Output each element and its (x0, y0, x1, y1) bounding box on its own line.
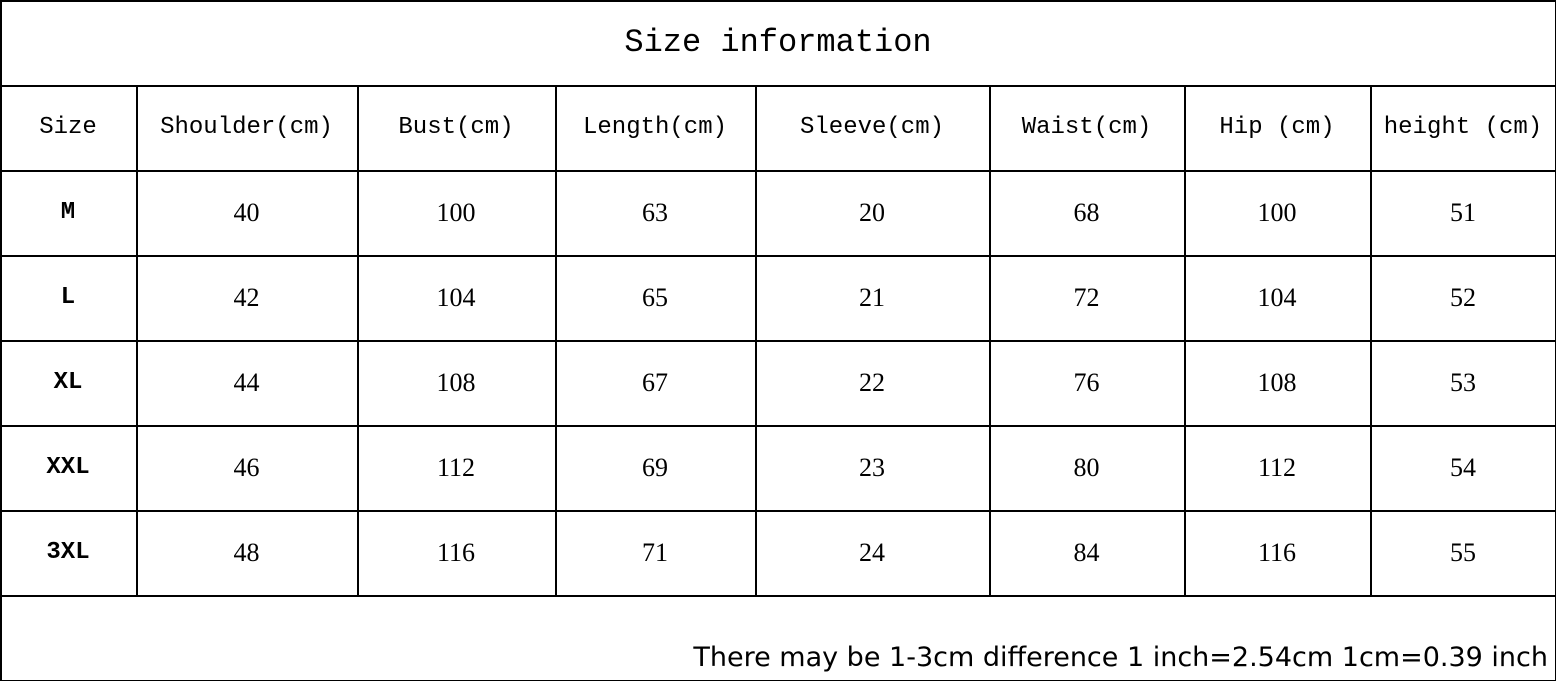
row-border (0, 679, 1556, 681)
value-cell: 116 (436, 537, 476, 567)
header-cell: Bust(cm) (398, 114, 514, 141)
value-cell: 44 (233, 367, 260, 397)
value-cell: 72 (1073, 282, 1100, 312)
col-border (989, 85, 991, 595)
col-border (0, 0, 2, 681)
value-cell: 65 (642, 282, 668, 312)
row-border (0, 85, 1556, 87)
row-border (0, 340, 1556, 342)
header-cell: height (cm) (1383, 114, 1543, 141)
header-cell: Hip (cm) (1219, 114, 1335, 141)
col-border (555, 85, 557, 595)
value-cell: 22 (859, 367, 885, 397)
value-cell: 84 (1073, 537, 1100, 567)
col-border (136, 85, 138, 595)
header-cell: Size (39, 114, 97, 141)
value-cell: 112 (1257, 452, 1297, 482)
value-cell: 100 (436, 197, 476, 227)
value-cell: 52 (1450, 282, 1476, 312)
value-cell: 71 (642, 537, 668, 567)
value-cell: 20 (859, 197, 885, 227)
col-border (755, 85, 757, 595)
value-cell: 40 (233, 197, 260, 227)
value-cell: 51 (1450, 197, 1476, 227)
note: There may be 1-3cm difference 1 inch=2.5… (693, 642, 1548, 673)
value-cell: 104 (436, 282, 476, 312)
size-cell: M (60, 199, 76, 226)
row-border (0, 425, 1556, 427)
row-border (0, 255, 1556, 257)
col-border (1554, 0, 1556, 681)
value-cell: 63 (642, 197, 668, 227)
value-cell: 68 (1073, 197, 1100, 227)
size-cell: XL (53, 369, 83, 396)
value-cell: 116 (1257, 537, 1297, 567)
value-cell: 104 (1257, 282, 1297, 312)
value-cell: 23 (859, 452, 885, 482)
value-cell: 54 (1450, 452, 1476, 482)
value-cell: 67 (642, 367, 668, 397)
size-cell: XXL (46, 454, 90, 481)
value-cell: 108 (436, 367, 476, 397)
col-border (1184, 85, 1186, 595)
value-cell: 53 (1450, 367, 1476, 397)
row-border (0, 0, 1556, 2)
size-cell: L (60, 284, 76, 311)
value-cell: 108 (1257, 367, 1297, 397)
row-border (0, 510, 1556, 512)
value-cell: 55 (1450, 537, 1476, 567)
value-cell: 100 (1257, 197, 1297, 227)
header-cell: Waist(cm) (1021, 114, 1152, 141)
value-cell: 24 (859, 537, 885, 567)
header-cell: Shoulder(cm) (160, 114, 333, 141)
value-cell: 21 (859, 282, 885, 312)
value-cell: 112 (436, 452, 476, 482)
row-border (0, 595, 1556, 597)
title: Size information (624, 24, 932, 61)
col-border (357, 85, 359, 595)
header-cell: Length(cm) (582, 114, 728, 141)
col-border (1370, 85, 1372, 595)
value-cell: 46 (233, 452, 260, 482)
size-cell: 3XL (46, 539, 90, 566)
value-cell: 42 (233, 282, 260, 312)
value-cell: 76 (1073, 367, 1100, 397)
row-border (0, 170, 1556, 172)
header-cell: Sleeve(cm) (799, 114, 945, 141)
value-cell: 69 (642, 452, 668, 482)
value-cell: 48 (233, 537, 260, 567)
value-cell: 80 (1073, 452, 1100, 482)
